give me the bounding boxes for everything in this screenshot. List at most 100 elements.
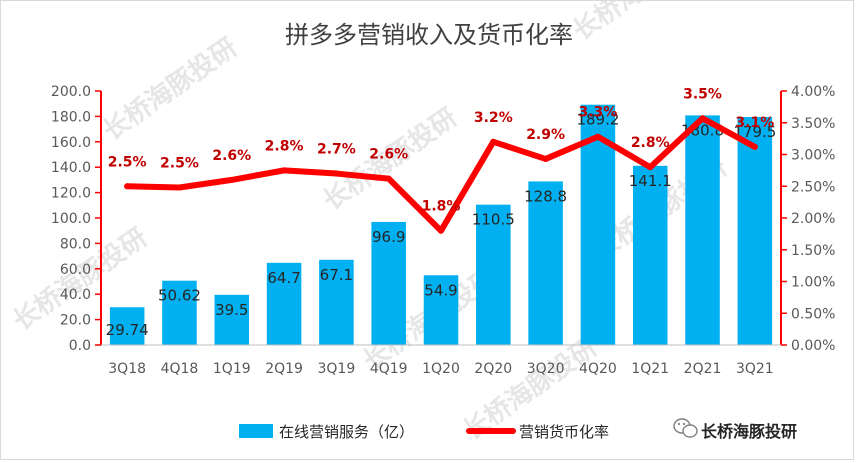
rate-value-label: 2.9%	[526, 127, 565, 143]
wechat-icon	[673, 418, 698, 438]
rate-value-label: 2.7%	[317, 142, 356, 158]
rate-value-label: 1.8%	[422, 199, 461, 215]
right-tick-label: 2.50%	[791, 179, 835, 195]
x-tick-label: 1Q21	[631, 361, 669, 377]
rate-point-1Q19	[228, 176, 235, 183]
bar-2Q21	[685, 115, 720, 345]
bar-value-label: 50.62	[158, 287, 201, 305]
bar-value-label: 67.1	[320, 266, 353, 284]
rate-point-2Q21	[699, 115, 706, 122]
rate-point-2Q20	[490, 138, 497, 145]
rate-value-label: 3.1%	[735, 115, 774, 131]
bar-value-label: 54.9	[424, 281, 457, 299]
rate-point-1Q21	[647, 164, 654, 171]
rate-value-label: 3.5%	[683, 86, 722, 102]
rate-point-4Q19	[385, 175, 392, 182]
bar-value-label: 39.5	[215, 301, 248, 319]
bar-3Q19	[319, 259, 354, 345]
bar-1Q20	[423, 275, 459, 345]
x-tick-label: 3Q19	[318, 361, 356, 377]
x-tick-label: 2Q20	[474, 361, 512, 377]
rate-point-3Q19	[333, 170, 340, 177]
bar-value-label: 110.5	[472, 211, 515, 229]
bar-value-label: 29.74	[106, 321, 149, 339]
line-series	[124, 115, 758, 234]
bar-2Q19	[266, 262, 302, 345]
bar-2Q20	[476, 204, 511, 345]
bar-series	[109, 104, 773, 345]
rate-point-4Q20	[594, 133, 601, 140]
x-tick-label: 1Q20	[422, 361, 460, 377]
bar-value-label: 128.8	[524, 187, 567, 205]
bar-value-label: 189.2	[576, 111, 619, 129]
legend-bar-swatch	[239, 424, 273, 438]
left-tick-label: 100.0	[51, 211, 91, 227]
bar-4Q19	[371, 221, 406, 345]
left-tick-label: 160.0	[51, 135, 91, 151]
rate-value-label: 2.6%	[212, 148, 251, 164]
bar-value-label: 179.5	[733, 123, 776, 141]
watermark-layer: 长桥海豚投研长桥海豚投研长桥海豚投研长桥海豚投研长桥海豚投研长桥海豚投研长桥海豚…	[8, 1, 733, 447]
rate-point-4Q18	[176, 184, 183, 191]
legend-line-label: 营销货币化率	[519, 423, 609, 441]
x-tick-label: 4Q20	[579, 361, 617, 377]
x-tick-label: 3Q18	[108, 361, 146, 377]
left-tick-label: 0.0	[69, 338, 91, 354]
bar-1Q19	[214, 294, 250, 345]
right-y-axis: 0.00% 0.50% 1.00% 1.50% 2.00% 2.50% 3.00% 3.50%…	[780, 84, 835, 354]
x-tick-label: 1Q19	[213, 361, 251, 377]
rate-value-label: 2.8%	[265, 138, 304, 154]
left-tick-label: 140.0	[51, 160, 91, 176]
left-tick-label: 40.0	[60, 287, 91, 303]
legend: 在线营销服务（亿） 营销货币化率	[239, 423, 609, 441]
rate-point-3Q21	[751, 143, 758, 150]
rate-point-3Q20	[542, 155, 549, 162]
x-tick-label: 2Q19	[265, 361, 303, 377]
x-tick-label: 4Q18	[161, 361, 199, 377]
right-tick-label: 4.00%	[791, 84, 835, 100]
watermark-text: 长桥海豚投研	[98, 33, 243, 147]
left-tick-label: 180.0	[51, 109, 91, 125]
x-tick-label: 3Q21	[736, 361, 774, 377]
rate-value-label: 3.2%	[474, 110, 513, 126]
brand-signature: 长桥海豚投研	[673, 418, 797, 441]
left-tick-label: 80.0	[60, 236, 91, 252]
rate-value-label: 2.8%	[631, 135, 670, 151]
chart-title: 拼多多营销收入及货币化率	[285, 21, 573, 49]
right-tick-label: 1.50%	[791, 243, 835, 259]
left-tick-label: 200.0	[51, 84, 91, 100]
legend-bar-label: 在线营销服务（亿）	[279, 423, 414, 441]
rate-value-label: 2.5%	[108, 154, 147, 170]
bar-1Q21	[632, 165, 668, 345]
rate-point-3Q18	[124, 183, 131, 190]
right-tick-label: 0.00%	[791, 338, 835, 354]
right-tick-label: 3.00%	[791, 148, 835, 164]
bar-value-label: 64.7	[267, 269, 300, 287]
left-tick-label: 60.0	[60, 262, 91, 278]
left-tick-label: 120.0	[51, 186, 91, 202]
line-data-labels: 2.5% 2.5% 2.6% 2.8% 2.7% 2.6% 1.8% 3.2% 2.9% 3.3%…	[108, 86, 775, 214]
bar-value-label: 141.1	[629, 172, 672, 190]
right-tick-label: 0.50%	[791, 306, 835, 322]
x-tick-label: 2Q21	[684, 361, 722, 377]
right-tick-label: 1.00%	[791, 275, 835, 291]
rate-value-label: 2.6%	[369, 147, 408, 163]
x-tick-label: 4Q19	[370, 361, 408, 377]
bar-3Q18	[109, 307, 145, 345]
rate-value-label: 3.3%	[579, 105, 618, 121]
left-y-axis: 0.0 20.0 40.0 60.0 80.0 100.0 120.0 140.0 160.0 1…	[51, 84, 102, 354]
x-axis: 3Q18 4Q18 1Q19 2Q19 3Q19 4Q19 1Q20 2Q20 3Q20 4Q20…	[101, 344, 781, 377]
bar-3Q20	[528, 181, 563, 345]
x-tick-label: 3Q20	[527, 361, 565, 377]
rate-point-2Q19	[281, 167, 288, 174]
watermark-text: 长桥海豚投研	[568, 1, 713, 47]
right-tick-label: 3.50%	[791, 116, 835, 132]
right-tick-label: 2.00%	[791, 211, 835, 227]
rate-value-label: 2.5%	[160, 156, 199, 172]
bar-3Q21	[737, 117, 773, 345]
rate-point-1Q20	[438, 227, 444, 234]
bar-value-label: 96.9	[372, 228, 405, 246]
brand-name: 长桥海豚投研	[701, 422, 797, 441]
